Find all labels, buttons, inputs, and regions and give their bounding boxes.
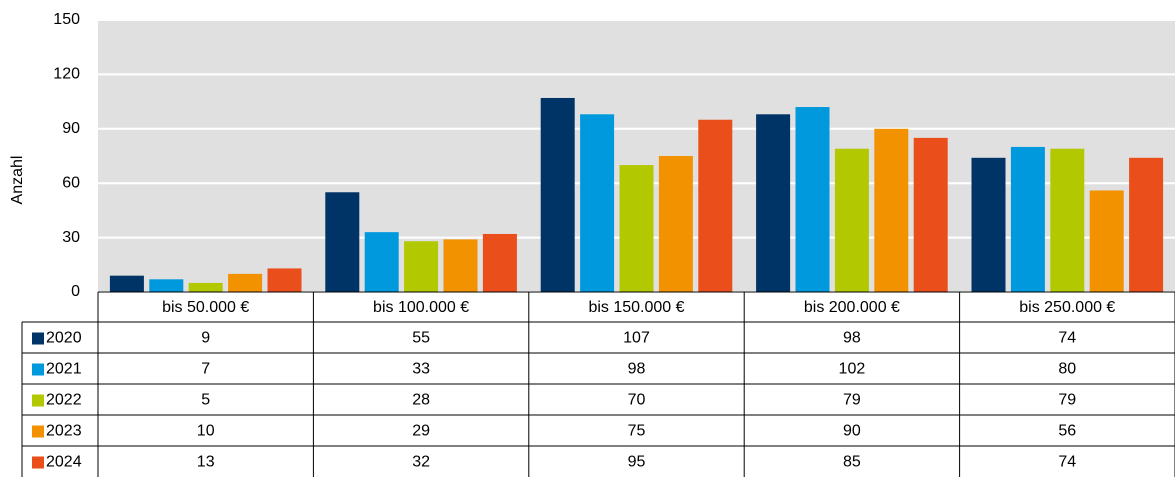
bar	[443, 239, 478, 292]
category-label: bis 250.000 €	[1019, 299, 1115, 316]
bar	[325, 192, 360, 292]
y-tick-label: 0	[71, 283, 80, 300]
table-value: 95	[628, 454, 646, 471]
table-value: 55	[412, 330, 430, 347]
bar	[658, 156, 693, 292]
bar	[971, 157, 1006, 292]
category-label: bis 50.000 €	[162, 299, 249, 316]
table-value: 75	[628, 423, 646, 440]
table-value: 90	[843, 423, 861, 440]
bar	[1050, 148, 1085, 292]
y-tick-label: 90	[62, 120, 80, 137]
bar	[267, 268, 302, 292]
table-value: 7	[201, 361, 210, 378]
legend-label: 2020	[46, 330, 82, 347]
y-tick-label: 60	[62, 174, 80, 191]
legend-label: 2021	[46, 361, 82, 378]
legend-swatch	[32, 456, 44, 469]
table-value: 79	[1058, 392, 1076, 409]
table-value: 9	[201, 330, 210, 347]
table-value: 28	[412, 392, 430, 409]
bar	[913, 137, 948, 292]
bar	[404, 241, 439, 292]
bar	[619, 165, 654, 292]
bar	[756, 114, 791, 292]
legend-swatch	[32, 363, 44, 376]
y-tick-label: 120	[53, 66, 80, 83]
bar	[540, 97, 575, 293]
table-value: 98	[843, 330, 861, 347]
table-value: 85	[843, 454, 861, 471]
category-label: bis 150.000 €	[588, 299, 684, 316]
legend-label: 2022	[46, 392, 82, 409]
table-value: 32	[412, 454, 430, 471]
bar	[834, 148, 869, 292]
table-value: 107	[623, 330, 650, 347]
legend-swatch	[32, 425, 44, 438]
legend-swatch	[32, 332, 44, 345]
bar	[149, 279, 184, 292]
category-label: bis 100.000 €	[373, 299, 469, 316]
y-axis-label: Anzahl	[9, 156, 26, 205]
table-value: 33	[412, 361, 430, 378]
bar	[109, 275, 144, 292]
legend-label: 2024	[46, 454, 82, 471]
bar	[1010, 146, 1045, 292]
table-value: 74	[1058, 330, 1076, 347]
bar	[874, 128, 909, 292]
table-value: 29	[412, 423, 430, 440]
table-value: 13	[197, 454, 215, 471]
y-tick-label: 30	[62, 229, 80, 246]
bar	[580, 114, 615, 292]
y-tick-label: 150	[53, 11, 80, 28]
category-label: bis 200.000 €	[804, 299, 900, 316]
table-value: 56	[1058, 423, 1076, 440]
table-value: 102	[839, 361, 866, 378]
bar	[795, 107, 830, 292]
table-value: 10	[197, 423, 215, 440]
bar	[482, 233, 517, 292]
table-value: 79	[843, 392, 861, 409]
bar	[228, 273, 263, 292]
bar	[188, 282, 223, 292]
table-value: 5	[201, 392, 210, 409]
bar	[1129, 157, 1164, 292]
table-value: 80	[1058, 361, 1076, 378]
table-value: 74	[1058, 454, 1076, 471]
bar	[698, 119, 733, 292]
table-value: 70	[628, 392, 646, 409]
legend-label: 2023	[46, 423, 82, 440]
bar	[364, 232, 399, 292]
table-value: 98	[628, 361, 646, 378]
bar	[1089, 190, 1124, 292]
legend-swatch	[32, 394, 44, 407]
